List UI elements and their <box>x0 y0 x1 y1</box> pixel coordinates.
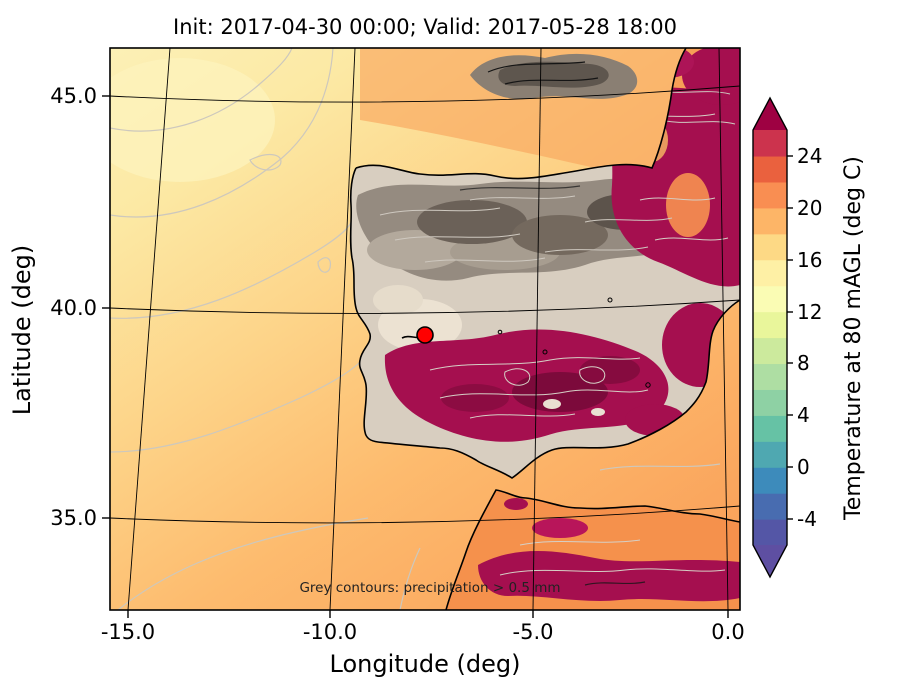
x-tick-2: -5.0 <box>513 620 554 644</box>
colorbar-segment <box>753 467 787 494</box>
y-tick-2: 35.0 <box>50 506 97 530</box>
plot-title: Init: 2017-04-30 00:00; Valid: 2017-05-2… <box>173 15 677 39</box>
y-tick-1: 40.0 <box>50 296 97 320</box>
y-axis: 45.0 40.0 35.0 Latitude (deg) <box>8 84 110 530</box>
cb-tick-5: 4 <box>797 403 810 427</box>
cb-tick-0: 24 <box>797 144 822 168</box>
cool-ocean-patch <box>110 58 275 182</box>
colorbar-segment <box>753 519 787 546</box>
africa-temperature-field <box>478 498 740 602</box>
biscay-storm-cluster <box>470 53 638 100</box>
y-tick-0: 45.0 <box>50 84 97 108</box>
colorbar-under-arrow <box>753 545 787 577</box>
cb-tick-4: 8 <box>797 351 810 375</box>
x-axis-label: Longitude (deg) <box>330 650 521 678</box>
x-tick-1: -10.0 <box>303 620 357 644</box>
site-marker <box>416 326 434 344</box>
iberia-coastline <box>349 48 740 479</box>
cb-tick-2: 16 <box>797 248 822 272</box>
colorbar-segment <box>753 311 787 339</box>
colorbar-segment <box>753 363 787 390</box>
small-contour-specks <box>497 297 651 388</box>
x-tick-3: 0.0 <box>711 620 744 644</box>
colorbar-segment <box>753 181 787 209</box>
colorbar: 24 20 16 12 8 4 0 -4 Temperature at 80 m… <box>752 96 866 579</box>
land-precip-contours-north <box>379 185 673 263</box>
africa-coastline <box>445 489 740 610</box>
precip-annotation: Grey contours: precipitation > 0.5 mm <box>299 580 560 596</box>
cb-tick-7: -4 <box>797 507 817 531</box>
graticule <box>110 48 740 610</box>
colorbar-segment <box>753 389 787 416</box>
y-axis-label: Latitude (deg) <box>8 245 36 415</box>
biscay-warm-ocean <box>360 48 740 200</box>
colorbar-segment <box>753 233 787 261</box>
cb-tick-1: 20 <box>797 196 822 220</box>
cb-tick-6: 0 <box>797 455 810 479</box>
colorbar-segment <box>753 415 787 442</box>
colorbar-segment <box>753 441 787 468</box>
colorbar-segment <box>753 285 787 313</box>
ocean-precip-contours <box>110 48 721 610</box>
colorbar-segment <box>753 493 787 520</box>
x-axis: -15.0 -10.0 -5.0 0.0 Longitude (deg) <box>101 610 745 678</box>
colorbar-segment <box>753 337 787 365</box>
colorbar-segment <box>753 207 787 235</box>
colorbar-segments <box>753 130 787 546</box>
colorbar-over-arrow <box>753 98 787 130</box>
colorbar-segment <box>753 155 787 183</box>
x-tick-0: -15.0 <box>101 620 155 644</box>
colorbar-segment <box>753 259 787 287</box>
colorbar-segment <box>753 130 787 157</box>
plot-frame <box>109 47 741 611</box>
colorbar-ticks: 24 20 16 12 8 4 0 -4 <box>787 144 822 531</box>
map-area: Grey contours: precipitation > 0.5 mm <box>110 48 740 610</box>
colorbar-label: Temperature at 80 mAGL (deg C) <box>841 156 866 521</box>
cb-tick-3: 12 <box>797 300 822 324</box>
colorbar-outline <box>752 96 788 579</box>
